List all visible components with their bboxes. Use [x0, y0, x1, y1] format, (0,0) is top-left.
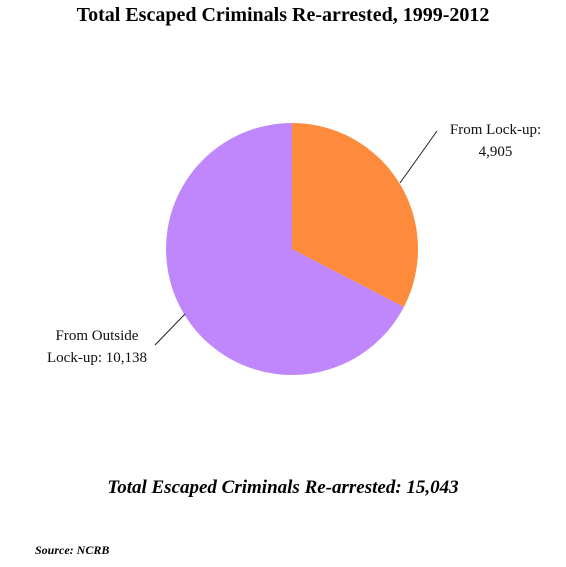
leader-line — [154, 313, 186, 346]
annotation: Total Escaped Criminals Re-arrested: 15,… — [107, 477, 459, 498]
leader-line — [399, 130, 438, 184]
chart-title: Total Escaped Criminals Re-arrested, 199… — [76, 4, 490, 26]
category-label: From Lock-up: — [449, 122, 542, 138]
pie-slice — [166, 123, 404, 376]
slice-label: From Lock-up: 4,905 — [438, 119, 553, 163]
value-label: 4,905 — [478, 144, 513, 160]
pie-slice — [292, 123, 419, 307]
source: Source: NCRB — [35, 543, 110, 557]
category-label: From Outside Lock-up: — [47, 328, 139, 366]
value-label: 10,138 — [105, 350, 147, 366]
slice-label: From Outside Lock-up: 10,138 — [37, 325, 157, 369]
slices — [166, 123, 419, 376]
